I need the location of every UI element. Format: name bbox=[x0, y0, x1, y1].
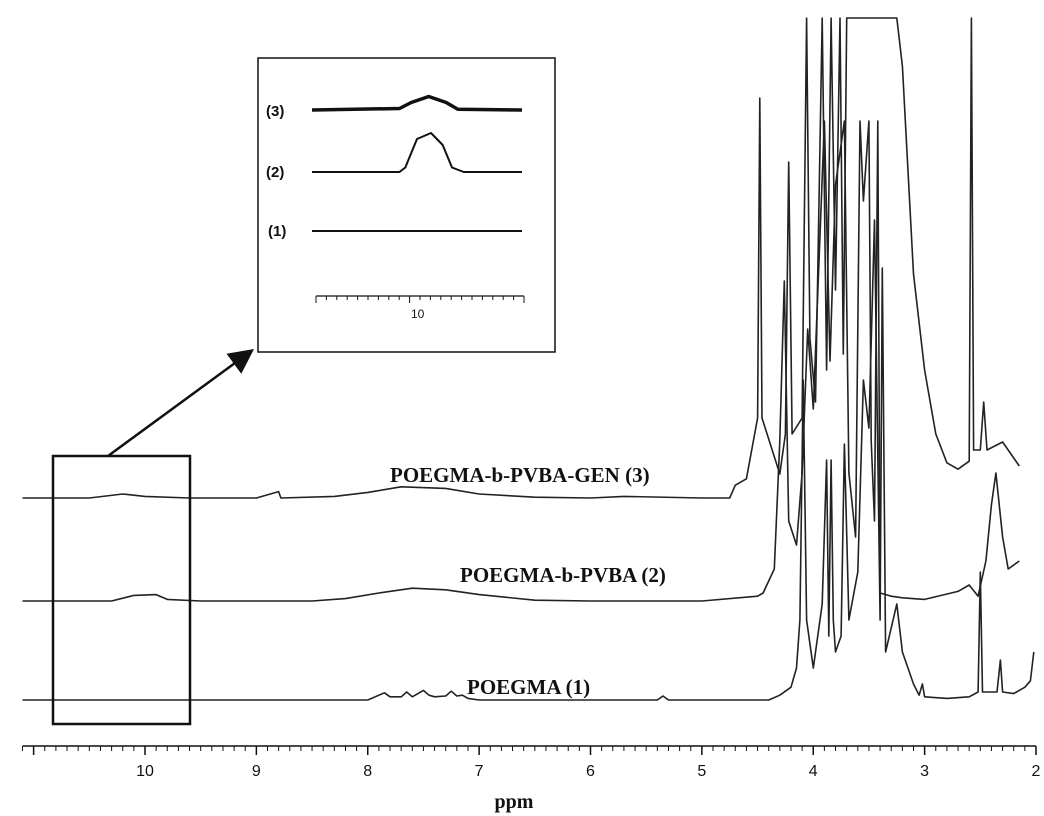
spectrum-line-3 bbox=[22, 17, 1020, 499]
x-tick-label: 10 bbox=[136, 763, 154, 780]
inset-label-2: (2) bbox=[266, 164, 284, 181]
inset-panel: (3) (2) (1) 10 bbox=[257, 57, 556, 353]
x-axis: 10 9 8 7 6 5 4 3 2 bbox=[21, 745, 1041, 780]
callout-arrow bbox=[107, 349, 255, 458]
inset-tick-label: 10 bbox=[411, 307, 425, 321]
inset-trace-2 bbox=[312, 132, 522, 173]
inset-frame bbox=[257, 57, 556, 353]
inset-label-1: (1) bbox=[268, 223, 286, 240]
x-tick-label: 9 bbox=[252, 763, 261, 780]
highlight-box bbox=[51, 454, 192, 726]
inset-label-3: (3) bbox=[266, 103, 284, 120]
series-label-1: POEGMA (1) bbox=[467, 675, 590, 699]
x-axis-title: ppm bbox=[495, 791, 534, 813]
spectrum-line-2 bbox=[22, 120, 1020, 602]
spectra-group bbox=[22, 17, 1035, 701]
series-label-2: POEGMA-b-PVBA (2) bbox=[460, 563, 666, 587]
x-tick-label: 3 bbox=[920, 763, 929, 780]
inset-trace-3 bbox=[311, 94, 523, 112]
x-tick-label: 6 bbox=[586, 763, 595, 780]
x-tick-label: 7 bbox=[475, 763, 484, 780]
series-label-3: POEGMA-b-PVBA-GEN (3) bbox=[390, 463, 650, 487]
x-tick-label: 5 bbox=[697, 763, 706, 780]
inset-traces bbox=[311, 94, 523, 232]
x-tick-label: 2 bbox=[1032, 763, 1041, 780]
spectrum-line-1 bbox=[22, 219, 1035, 701]
x-tick-label: 8 bbox=[363, 763, 372, 780]
x-tick-label: 4 bbox=[809, 763, 818, 780]
inset-axis bbox=[315, 295, 525, 303]
